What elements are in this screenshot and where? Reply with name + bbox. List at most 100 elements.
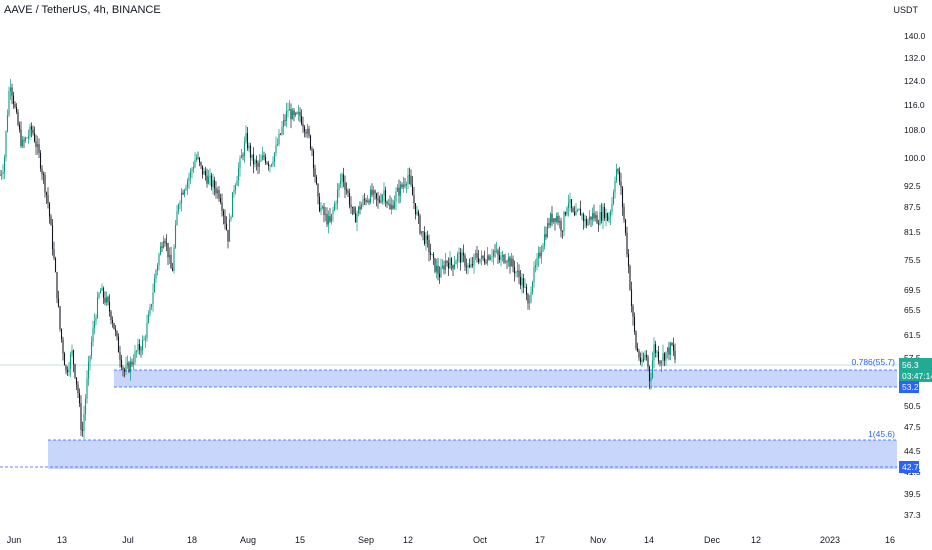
candle-body bbox=[443, 265, 445, 270]
candle-body bbox=[243, 141, 246, 156]
candle-body bbox=[500, 256, 502, 260]
candle-body bbox=[35, 141, 37, 147]
candle-body bbox=[492, 250, 495, 257]
candle-body bbox=[600, 212, 603, 221]
candle-body bbox=[402, 184, 405, 188]
candle-body bbox=[204, 170, 207, 176]
candle-body bbox=[38, 144, 40, 153]
x-tick-label: Dec bbox=[704, 535, 721, 545]
candle-body bbox=[540, 251, 543, 257]
candle-body bbox=[375, 193, 378, 199]
candle-body bbox=[117, 336, 120, 353]
candle-body bbox=[530, 292, 532, 303]
x-tick-label: 2023 bbox=[820, 535, 840, 545]
x-tick-label: 13 bbox=[57, 535, 67, 545]
candle-body bbox=[674, 350, 676, 360]
candle-body bbox=[552, 218, 555, 223]
candle-body bbox=[65, 365, 67, 371]
candle-body bbox=[135, 351, 138, 352]
candle-body bbox=[650, 377, 652, 382]
candle-body bbox=[489, 257, 492, 260]
candle-body bbox=[612, 192, 615, 204]
candle-body bbox=[614, 180, 616, 193]
candle-body bbox=[137, 344, 139, 352]
candle-body bbox=[620, 181, 622, 188]
candle-body bbox=[69, 354, 72, 369]
candle-body bbox=[327, 216, 330, 225]
candle-body bbox=[29, 126, 31, 136]
candle-body bbox=[521, 277, 523, 286]
candle-body bbox=[644, 354, 646, 360]
candle-body bbox=[672, 345, 675, 351]
candle-body bbox=[410, 176, 412, 185]
y-tick-label: 37.3 bbox=[904, 510, 921, 520]
candle-body bbox=[272, 161, 274, 165]
candle-body bbox=[0, 173, 3, 176]
candle-body bbox=[96, 297, 99, 318]
y-tick-label: 92.5 bbox=[904, 181, 921, 191]
candle-body bbox=[17, 111, 19, 125]
candle-body bbox=[528, 302, 531, 304]
candle-body bbox=[39, 152, 42, 169]
candle-body bbox=[129, 361, 132, 372]
candle-body bbox=[581, 214, 583, 216]
x-tick-label: Sep bbox=[358, 535, 374, 545]
candle-body bbox=[42, 173, 45, 176]
candle-body bbox=[428, 239, 430, 253]
candle-body bbox=[585, 218, 588, 226]
candle-body bbox=[623, 206, 625, 220]
candle-body bbox=[261, 155, 264, 160]
candle-body bbox=[263, 155, 265, 157]
candle-body bbox=[488, 255, 490, 260]
candle-body bbox=[212, 180, 214, 187]
candle-body bbox=[138, 344, 141, 350]
candle-body bbox=[551, 213, 553, 223]
y-tick-label: 44.5 bbox=[904, 446, 921, 456]
candle-body bbox=[294, 112, 297, 116]
candle-body bbox=[95, 317, 97, 321]
fib-label-1: 1(45.6) bbox=[868, 429, 895, 439]
candle-body bbox=[659, 361, 661, 364]
candle-body bbox=[345, 189, 348, 191]
candle-body bbox=[285, 110, 288, 121]
candle-body bbox=[441, 265, 444, 268]
candle-body bbox=[170, 254, 172, 269]
candle-body bbox=[497, 250, 499, 256]
candle-body bbox=[228, 219, 231, 242]
candle-body bbox=[113, 322, 115, 330]
candle-body bbox=[533, 267, 535, 282]
candle-body bbox=[54, 258, 57, 273]
candle-body bbox=[621, 187, 624, 207]
y-tick-label: 47.5 bbox=[904, 422, 921, 432]
candle-body bbox=[269, 165, 271, 167]
candle-body bbox=[249, 145, 252, 158]
candle-body bbox=[405, 183, 408, 186]
candle-body bbox=[201, 165, 204, 175]
candle-body bbox=[36, 144, 39, 147]
candle-body bbox=[255, 160, 258, 164]
support-zone-lower bbox=[48, 440, 897, 469]
candle-body bbox=[257, 163, 259, 167]
candle-body bbox=[216, 190, 219, 194]
candle-body bbox=[477, 257, 480, 263]
candle-body bbox=[146, 322, 148, 338]
candle-body bbox=[99, 290, 102, 294]
x-tick-label: 16 bbox=[885, 535, 895, 545]
y-tick-label: 75.5 bbox=[904, 255, 921, 265]
candle-body bbox=[125, 365, 127, 372]
candle-body bbox=[299, 112, 301, 116]
candle-body bbox=[158, 254, 160, 266]
candle-body bbox=[252, 154, 255, 165]
candle-body bbox=[398, 187, 400, 196]
candle-body bbox=[357, 206, 360, 214]
candle-body bbox=[512, 258, 514, 267]
y-tick-label: 108.0 bbox=[904, 125, 926, 135]
candle-body bbox=[372, 190, 375, 195]
candle-body bbox=[303, 126, 306, 132]
candle-body bbox=[594, 215, 597, 219]
candle-body bbox=[165, 242, 168, 244]
candle-body bbox=[6, 115, 9, 132]
candle-body bbox=[254, 160, 256, 165]
candle-body bbox=[53, 249, 55, 259]
